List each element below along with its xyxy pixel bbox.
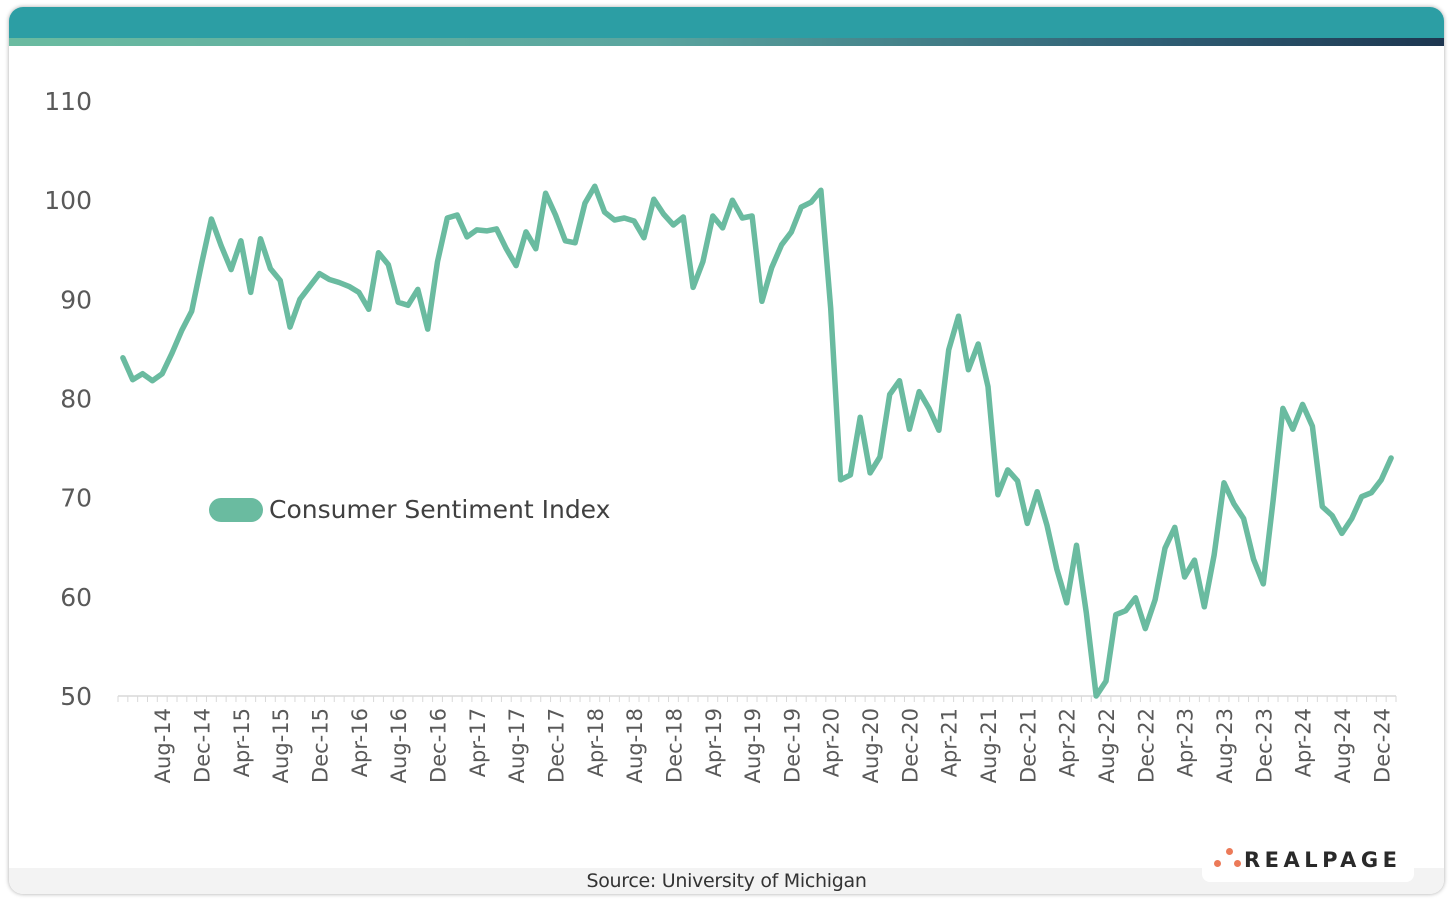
- source-note: Source: University of Michigan: [586, 870, 867, 892]
- x-tick-label: Aug-24: [1331, 708, 1355, 783]
- legend-label: Consumer Sentiment Index: [269, 495, 610, 524]
- series-line-consumer-sentiment: [120, 183, 1394, 699]
- x-tick-label: Aug-20: [859, 708, 883, 783]
- logo-text: REALPAGE: [1244, 848, 1402, 872]
- y-tick-label: 50: [60, 682, 92, 711]
- y-axis: 50 60 70 80 90 100 110: [44, 87, 92, 711]
- x-tick-label: Aug-18: [623, 708, 647, 783]
- x-tick-label: Apr-19: [702, 708, 726, 777]
- logo-dot-icon: [1234, 860, 1241, 867]
- realpage-logo: REALPAGE: [1202, 840, 1414, 882]
- logo-dot-icon: [1226, 848, 1233, 855]
- x-axis: Aug-14 Dec-14 Apr-15 Aug-15 Dec-15 Apr-16 Aug-…: [117, 695, 1397, 783]
- x-tick-label: Dec-21: [1016, 708, 1040, 783]
- y-tick-label: 60: [60, 583, 92, 612]
- x-tick-label: Apr-18: [584, 708, 608, 777]
- y-tick-label: 110: [44, 87, 92, 116]
- x-tick-label: Apr-23: [1174, 708, 1198, 777]
- x-tick-label: Aug-17: [505, 708, 529, 783]
- x-tick-label: Dec-18: [662, 708, 686, 783]
- y-tick-label: 90: [60, 285, 92, 314]
- x-tick-label: Dec-24: [1370, 708, 1394, 783]
- x-tick-label: Dec-19: [780, 708, 804, 783]
- x-tick-label: Apr-16: [348, 708, 372, 777]
- plot-area: [120, 183, 1394, 699]
- x-tick-label: Aug-14: [151, 708, 175, 783]
- x-tick-label: Aug-21: [977, 708, 1001, 783]
- x-tick-label: Apr-20: [820, 708, 844, 777]
- x-tick-label: Apr-17: [466, 708, 490, 777]
- x-tick-label: Apr-15: [230, 708, 254, 777]
- header-bar: [9, 7, 1444, 38]
- x-tick-label: Apr-22: [1056, 708, 1080, 777]
- x-tick-label: Dec-17: [544, 708, 568, 783]
- x-tick-label: Dec-14: [191, 708, 215, 783]
- x-tick-label: Aug-16: [387, 708, 411, 783]
- header-stripe: [9, 38, 1444, 46]
- legend-swatch: [209, 498, 263, 522]
- x-tick-label: Dec-15: [309, 708, 333, 783]
- x-tick-label: Apr-24: [1292, 708, 1316, 777]
- x-tick-label: Dec-23: [1252, 708, 1276, 783]
- x-tick-label: Dec-20: [898, 708, 922, 783]
- x-tick-label: Aug-23: [1213, 708, 1237, 783]
- legend: Consumer Sentiment Index: [209, 495, 610, 524]
- logo-dot-icon: [1214, 860, 1221, 867]
- y-tick-label: 100: [44, 186, 92, 215]
- y-tick-label: 70: [60, 484, 92, 513]
- x-tick-label: Aug-22: [1095, 708, 1119, 783]
- x-tick-label: Aug-15: [269, 708, 293, 783]
- x-tick-label: Apr-21: [938, 708, 962, 777]
- x-tick-label: Dec-16: [427, 708, 451, 783]
- y-tick-label: 80: [60, 385, 92, 414]
- x-tick-label: Dec-22: [1134, 708, 1158, 783]
- chart-card: Source: University of Michigan REALPAGE: [9, 7, 1444, 894]
- x-tick-label: Aug-19: [741, 708, 765, 783]
